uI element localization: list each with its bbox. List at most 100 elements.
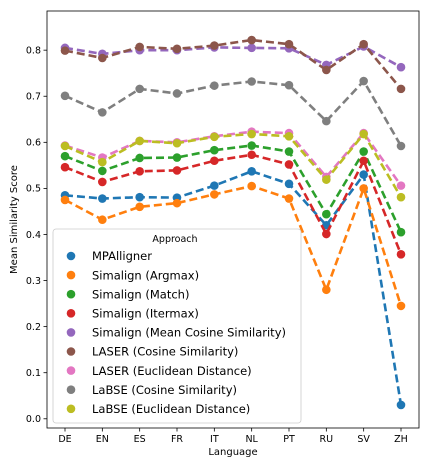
legend-marker (66, 309, 76, 318)
data-point (396, 192, 406, 202)
x-axis-label: Language (208, 447, 257, 458)
data-point (98, 194, 107, 203)
x-tick-label: FR (171, 434, 183, 445)
data-point (172, 44, 182, 54)
data-point (322, 65, 331, 75)
series-line (64, 184, 403, 307)
data-point (396, 301, 406, 311)
data-point (359, 156, 368, 166)
data-point (172, 153, 182, 162)
x-tick-label: ZH (394, 434, 408, 445)
data-point (135, 136, 144, 146)
y-tick-label: 0.0 (26, 414, 41, 425)
data-point (172, 166, 182, 175)
x-tick-label: SV (357, 434, 370, 445)
data-point (247, 141, 256, 150)
x-tick-label: PT (283, 434, 295, 445)
data-point (284, 194, 294, 203)
data-point (322, 116, 331, 126)
data-point (210, 145, 219, 155)
data-point (284, 80, 294, 90)
data-point (60, 46, 70, 55)
data-point (210, 81, 219, 90)
data-point (98, 215, 107, 225)
y-tick-label: 0.4 (26, 230, 41, 241)
data-point (135, 84, 144, 94)
data-point (284, 39, 294, 49)
data-point (396, 227, 406, 237)
legend-entry: Simalign (Argmax) (92, 268, 199, 282)
x-tick-label: NL (245, 434, 258, 445)
legend-marker (66, 366, 76, 375)
data-point (210, 190, 219, 199)
legend-entry: LASER (Cosine Similarity) (92, 345, 238, 359)
series-line (64, 38, 402, 90)
legend-entry: LaBSE (Euclidean Distance) (92, 402, 250, 416)
data-point (322, 285, 331, 295)
legend-marker (66, 347, 76, 356)
legend-box (52, 228, 302, 424)
data-point (60, 195, 70, 205)
data-point (60, 141, 70, 151)
data-point (135, 153, 144, 163)
data-point (247, 167, 256, 176)
data-point (396, 84, 406, 94)
x-tick-label: RU (320, 434, 334, 445)
data-point (210, 156, 219, 166)
data-point (60, 91, 70, 101)
data-point (210, 41, 219, 50)
legend-entry: LASER (Euclidean Distance) (92, 364, 252, 378)
series-line (64, 131, 403, 198)
legend-marker (66, 251, 76, 261)
data-point (135, 192, 144, 202)
data-point (247, 181, 256, 191)
y-axis-label: Mean Similarity Score (9, 165, 20, 274)
data-point (284, 160, 294, 169)
legend-marker (66, 404, 76, 414)
data-point (359, 147, 368, 156)
y-tick-label: 0.8 (26, 45, 41, 56)
data-point (247, 129, 256, 139)
data-point (322, 175, 331, 184)
legend-marker (66, 328, 76, 337)
data-point (247, 35, 256, 45)
data-point (98, 108, 107, 117)
legend-marker (66, 289, 76, 299)
legend-marker (66, 270, 76, 280)
y-tick-label: 0.7 (26, 92, 41, 103)
data-point (396, 141, 406, 151)
data-point (322, 209, 331, 219)
data-point (396, 249, 406, 259)
x-tick-label: EN (96, 434, 109, 445)
data-point (322, 229, 331, 239)
data-point (135, 167, 144, 176)
y-tick-label: 0.1 (26, 368, 41, 379)
data-point (396, 62, 406, 72)
data-point (60, 151, 70, 161)
data-point (247, 150, 256, 160)
data-point (172, 138, 182, 148)
data-point (284, 132, 294, 141)
data-point (247, 43, 256, 53)
data-point (172, 89, 182, 98)
data-point (284, 147, 294, 156)
legend-entry: Simalign (Match) (92, 287, 189, 301)
data-point (98, 166, 107, 176)
legend-entry: Simalign (Mean Cosine Similarity) (92, 326, 286, 340)
data-point (135, 202, 144, 212)
y-tick-label: 0.2 (26, 322, 41, 333)
y-tick-label: 0.3 (26, 276, 41, 287)
x-tick-label: ES (134, 434, 146, 445)
data-point (98, 53, 107, 63)
data-point (359, 184, 368, 193)
data-point (172, 198, 182, 208)
legend-entry: MPAlligner (92, 249, 152, 263)
legend-marker (66, 385, 76, 395)
data-point (210, 181, 219, 190)
series-line (64, 130, 403, 187)
data-point (359, 39, 368, 49)
data-point (135, 42, 144, 52)
x-tick-label: DE (58, 434, 71, 445)
legend-entry: Simalign (Itermax) (92, 307, 199, 321)
